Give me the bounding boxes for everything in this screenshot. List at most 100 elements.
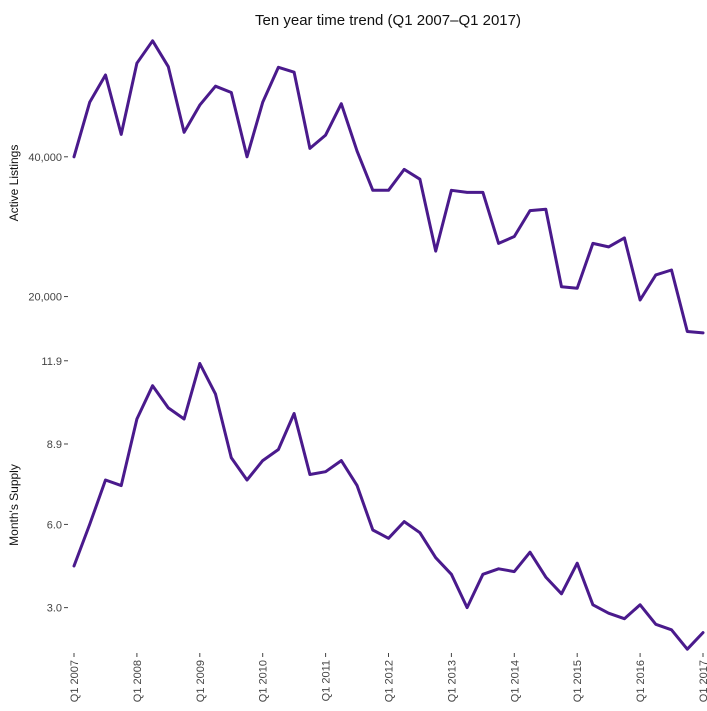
data-point (686, 330, 689, 333)
data-point (245, 155, 249, 158)
data-point (686, 648, 689, 651)
x-tick-label: Q1 2007 (69, 660, 81, 702)
data-point (72, 564, 76, 568)
data-point (403, 168, 406, 171)
series-line (72, 39, 705, 335)
data-point (119, 133, 123, 136)
chart-title: Ten year time trend (Q1 2007–Q1 2017) (255, 12, 521, 29)
data-point (670, 268, 673, 272)
x-axis: Q1 2007 Q1 2008 Q1 2009 Q1 2010 Q1 2011 Q1 20… (69, 653, 707, 702)
data-point (607, 611, 610, 615)
data-point (324, 133, 327, 137)
data-point (497, 567, 500, 570)
data-point (623, 617, 626, 620)
data-point (371, 528, 374, 532)
data-point (245, 478, 249, 482)
data-point (230, 456, 233, 460)
data-point (513, 235, 516, 238)
data-point (119, 484, 123, 487)
data-point (167, 65, 170, 68)
data-point (607, 245, 610, 249)
y-axis-label: Active Listings (7, 145, 21, 222)
data-point (513, 570, 516, 573)
y-axis-label: Month's Supply (7, 464, 21, 546)
data-point (104, 478, 107, 482)
data-point (560, 592, 563, 595)
data-point (560, 285, 563, 288)
data-point (497, 242, 500, 245)
x-tick-label: Q1 2017 (698, 660, 707, 702)
data-point (576, 562, 579, 565)
data-point (701, 331, 705, 335)
data-point (292, 71, 296, 74)
data-point (261, 459, 264, 462)
data-point (450, 573, 453, 576)
data-point (261, 101, 264, 104)
data-point (638, 298, 642, 302)
series-line (72, 362, 705, 651)
y-tick-label: 3.0 (47, 603, 62, 615)
data-point (418, 177, 422, 181)
data-point (670, 628, 673, 632)
panel-2: Month's Supply 3.0 6.0 8.9 11.9 (7, 356, 705, 651)
data-point (214, 392, 217, 396)
data-point (544, 575, 547, 579)
data-point (654, 623, 658, 626)
data-point (167, 406, 170, 410)
x-tick-label: Q1 2009 (195, 660, 207, 702)
data-point (434, 556, 437, 559)
data-point (591, 242, 595, 245)
x-tick-label: Q1 2010 (258, 660, 270, 702)
data-point (528, 550, 532, 554)
data-point (465, 191, 469, 194)
data-point (701, 631, 705, 634)
y-tick-label: 6.0 (47, 519, 62, 531)
data-point (151, 384, 154, 387)
data-point (465, 606, 469, 609)
data-point (182, 417, 186, 421)
data-point (544, 208, 547, 211)
data-point (355, 150, 359, 153)
data-point (638, 603, 642, 607)
data-point (576, 286, 579, 290)
data-point (308, 147, 312, 150)
panel-1: Active Listings 20,000 40,000 (7, 39, 705, 335)
data-point (481, 573, 485, 576)
data-point (72, 155, 76, 158)
x-tick-label: Q1 2016 (635, 660, 647, 702)
y-tick-label: 8.9 (47, 439, 62, 451)
data-point (135, 417, 139, 421)
data-point (151, 39, 154, 42)
data-point (88, 101, 91, 104)
data-point (623, 236, 626, 240)
data-point (403, 520, 406, 523)
data-point (214, 85, 217, 88)
y-tick-label: 20,000 (28, 292, 62, 304)
data-point (481, 191, 485, 194)
x-tick-label: Q1 2011 (321, 660, 333, 701)
data-point (182, 131, 186, 134)
data-point (277, 66, 280, 69)
data-point (277, 448, 280, 451)
data-point (340, 102, 343, 105)
data-point (654, 273, 658, 277)
data-point (355, 484, 359, 487)
data-point (450, 189, 453, 192)
data-point (387, 537, 390, 540)
data-point (135, 61, 139, 65)
x-tick-label: Q1 2015 (572, 660, 584, 702)
data-point (340, 459, 343, 462)
data-point (528, 209, 532, 212)
data-point (308, 473, 312, 476)
data-point (230, 91, 233, 94)
data-point (387, 189, 390, 192)
x-tick-label: Q1 2013 (446, 660, 458, 702)
data-point (418, 531, 422, 534)
y-tick-label: 11.9 (41, 356, 62, 368)
x-tick-label: Q1 2014 (509, 660, 521, 702)
data-point (88, 523, 91, 526)
x-tick-label: Q1 2012 (384, 660, 396, 702)
data-point (198, 103, 201, 107)
